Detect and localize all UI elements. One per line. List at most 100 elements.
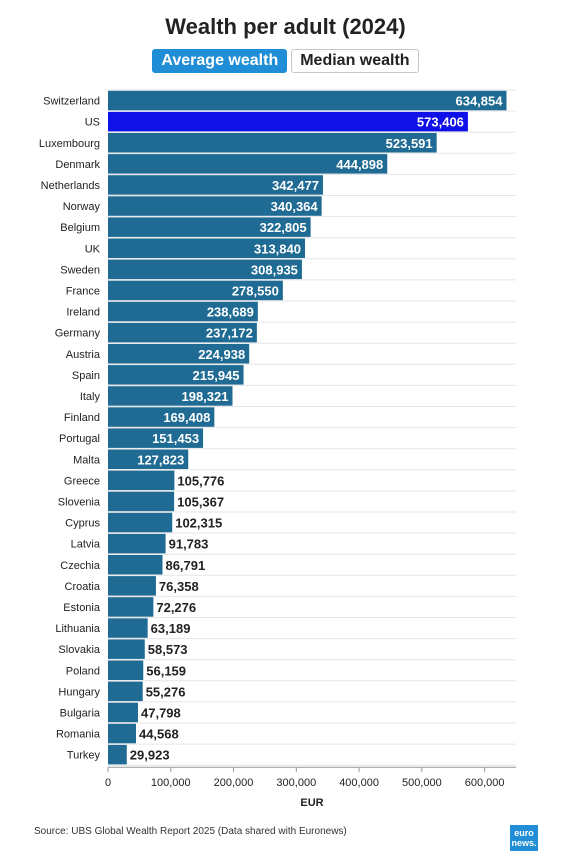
bar-portugal[interactable] [108,428,204,448]
bar-czechia[interactable] [108,555,163,575]
bar-slovenia[interactable] [108,491,175,512]
value-label: 237,172 [206,326,253,341]
tab-median-wealth[interactable]: Median wealth [291,49,419,73]
category-label: Switzerland [43,96,100,108]
category-label: Bulgaria [60,707,101,719]
bar-sweden[interactable] [108,259,302,280]
value-label: 72,276 [156,600,196,615]
bar-slovakia[interactable] [108,639,145,659]
category-label: Slovakia [58,644,100,656]
value-label: 55,276 [146,684,186,699]
bar-hungary[interactable] [108,681,143,702]
category-label: Hungary [58,686,100,698]
category-label: UK [85,243,101,255]
bar-latvia[interactable] [108,533,166,554]
category-label: Malta [73,454,101,466]
value-label: 215,945 [193,368,240,383]
x-tick-label: 300,000 [276,777,316,789]
value-label: 224,938 [198,347,245,362]
value-label: 76,358 [159,579,199,594]
value-label: 278,550 [232,283,279,298]
x-tick-label: 0 [105,777,111,789]
bar-greece[interactable] [108,470,175,491]
value-label: 47,798 [141,705,181,720]
bar-estonia[interactable] [108,597,154,617]
category-label: Denmark [55,159,100,171]
category-label: Romania [56,729,101,741]
category-label: Spain [72,370,100,382]
value-label: 634,854 [455,94,503,109]
bar-romania[interactable] [108,723,136,744]
logo-text-bottom: news. [511,838,537,848]
category-label: Czechia [60,560,101,572]
bar-austria[interactable] [108,344,250,364]
category-label: Finland [64,412,100,424]
value-label: 444,898 [336,157,383,172]
bar-finland[interactable] [108,407,215,427]
x-tick-label: 600,000 [465,777,505,789]
category-label: Netherlands [41,180,101,192]
value-label: 102,315 [175,516,222,531]
value-label: 63,189 [151,621,191,636]
logo-text-top: euro [514,828,534,838]
bar-spain[interactable] [108,365,244,385]
category-label: Austria [66,349,101,361]
category-label: Germany [55,328,101,340]
source-note: Source: UBS Global Wealth Report 2025 (D… [34,826,347,837]
category-labels: Switzerland US Luxembourg Denmark Netherland… [39,96,101,762]
bar-ireland[interactable] [108,301,258,322]
value-label: 58,573 [148,642,188,657]
x-tick-label: 400,000 [339,777,379,789]
x-tick-label: 500,000 [402,777,442,789]
bar-uk[interactable] [108,238,305,259]
bar-switzerland[interactable] [108,90,507,111]
value-label: 342,477 [272,178,319,193]
category-label: Turkey [67,750,101,762]
tab-average-wealth[interactable]: Average wealth [152,49,288,73]
value-label: 56,159 [146,663,186,678]
bar-cyprus[interactable] [108,512,173,533]
grid-lines [108,89,516,768]
category-label: Norway [63,201,101,213]
bar-us[interactable] [108,111,468,132]
category-label: France [66,285,100,297]
category-label: Ireland [66,307,100,319]
category-label: Latvia [71,539,101,551]
category-label: US [85,117,100,129]
value-label: 105,367 [177,494,224,509]
value-label: 91,783 [169,537,209,552]
bar-lithuania[interactable] [108,618,148,638]
x-tick-label: 100,000 [151,777,191,789]
metric-tabs: Average wealth Median wealth [0,49,571,73]
category-label: Greece [64,475,100,487]
value-label: 573,406 [417,115,464,130]
category-label: Portugal [59,433,100,445]
bar-malta[interactable] [108,449,189,470]
bar-germany[interactable] [108,322,257,343]
bar-france[interactable] [108,280,283,301]
bar-norway[interactable] [108,196,322,216]
value-label: 151,453 [152,431,199,446]
category-label: Cyprus [65,518,100,530]
bar-bulgaria[interactable] [108,702,139,723]
category-label: Italy [80,391,101,403]
value-label: 29,923 [130,748,170,763]
value-label: 86,791 [165,558,205,573]
bars [108,90,507,765]
bar-belgium[interactable] [108,217,311,237]
bar-croatia[interactable] [108,576,156,596]
value-label: 105,776 [177,473,224,488]
value-label: 523,591 [386,136,433,151]
bar-luxembourg[interactable] [108,133,437,153]
category-label: Croatia [65,581,101,593]
bar-denmark[interactable] [108,154,388,174]
bar-chart: Switzerland US Luxembourg Denmark Netherland… [39,89,516,809]
bar-netherlands[interactable] [108,175,323,195]
euronews-logo[interactable]: euro news. [510,825,538,851]
bar-italy[interactable] [108,386,233,406]
bar-turkey[interactable] [108,744,127,765]
value-label: 322,805 [260,220,307,235]
category-label: Poland [66,665,100,677]
bar-poland[interactable] [108,660,144,681]
